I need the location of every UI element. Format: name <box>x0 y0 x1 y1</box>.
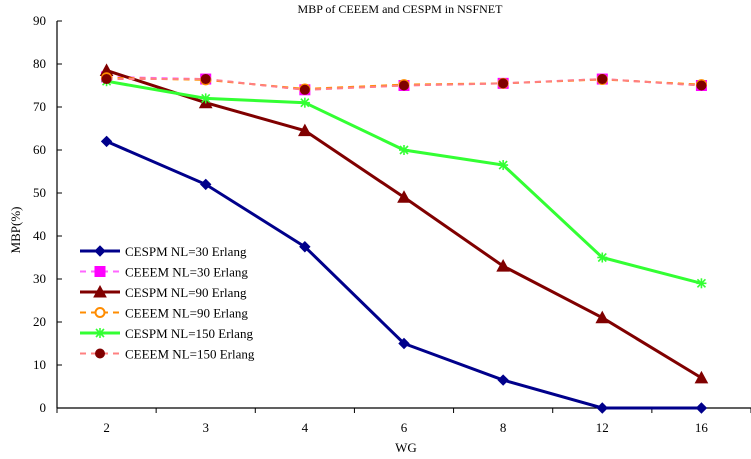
data-point <box>101 74 112 85</box>
data-point <box>399 145 409 155</box>
data-point <box>498 78 509 89</box>
y-tick-label: 30 <box>33 271 46 286</box>
data-point <box>398 337 410 350</box>
x-tick-label: 2 <box>103 420 110 435</box>
data-point <box>595 310 610 324</box>
y-tick-label: 80 <box>33 56 46 71</box>
data-point <box>696 278 707 289</box>
y-tick-label: 50 <box>33 185 46 200</box>
data-point <box>397 190 411 203</box>
data-point <box>696 80 707 91</box>
data-point <box>200 178 212 191</box>
data-point <box>298 123 312 137</box>
data-point <box>498 160 509 171</box>
x-tick-label: 3 <box>202 420 209 435</box>
x-tick-label: 16 <box>695 420 709 435</box>
data-point <box>200 74 211 85</box>
data-point <box>299 84 310 95</box>
legend-item: CESPM NL=30 Erlang <box>80 244 247 259</box>
data-point <box>93 284 107 298</box>
data-point <box>597 74 608 85</box>
legend-item: CESPM NL=150 Erlang <box>80 326 253 341</box>
x-tick-label: 12 <box>596 420 609 435</box>
data-point <box>695 402 708 414</box>
y-tick-label: 0 <box>40 400 47 415</box>
y-tick-label: 10 <box>33 357 46 372</box>
legend-label: CEEEM NL=30 Erlang <box>125 265 248 280</box>
legend: CESPM NL=30 Erlang CEEEM NL=30 Erlang CESP… <box>80 244 255 362</box>
data-point <box>94 266 106 277</box>
data-point <box>94 307 106 318</box>
y-tick-label: 90 <box>33 13 46 28</box>
data-point <box>200 93 211 104</box>
x-axis-label: WG <box>395 440 417 455</box>
series <box>100 135 708 414</box>
x-tick-label: 8 <box>500 420 507 435</box>
legend-label: CESPM NL=90 Erlang <box>125 285 247 300</box>
legend-label: CESPM NL=30 Erlang <box>125 244 247 259</box>
y-axis-label: MBP(%) <box>8 207 23 254</box>
data-point <box>399 80 409 91</box>
legend-label: CEEEM NL=150 Erlang <box>125 347 255 362</box>
data-point <box>100 135 113 148</box>
data-point <box>497 374 509 386</box>
legend-label: CESPM NL=150 Erlang <box>125 326 253 341</box>
axes: 0 10 20 30 40 50 60 70 80 90 2 3 4 6 8 12 16 <box>33 13 751 435</box>
y-tick-label: 60 <box>33 142 46 157</box>
legend-item: CESPM NL=90 Erlang <box>80 284 247 300</box>
legend-item: CEEEM NL=150 Erlang <box>80 347 255 362</box>
data-point <box>94 245 106 257</box>
x-tick-label: 4 <box>302 420 309 435</box>
data-point <box>299 97 310 108</box>
y-tick-label: 40 <box>33 228 46 243</box>
x-tick-label: 6 <box>401 420 408 435</box>
data-point <box>597 252 608 263</box>
data-point <box>95 328 105 338</box>
series <box>101 74 707 95</box>
chart-title: MBP of CEEEM and CESPM in NSFNET <box>298 2 504 16</box>
legend-item: CEEEM NL=30 Erlang <box>80 265 248 280</box>
y-tick-label: 70 <box>33 99 46 114</box>
legend-label: CEEEM NL=90 Erlang <box>125 306 248 321</box>
legend-item: CEEEM NL=90 Erlang <box>80 306 248 321</box>
y-tick-label: 20 <box>33 314 46 329</box>
data-point <box>496 259 510 272</box>
series-layer <box>99 63 709 414</box>
data-point <box>95 348 105 359</box>
data-point <box>596 402 608 414</box>
data-point <box>299 241 311 253</box>
data-point <box>694 370 709 384</box>
